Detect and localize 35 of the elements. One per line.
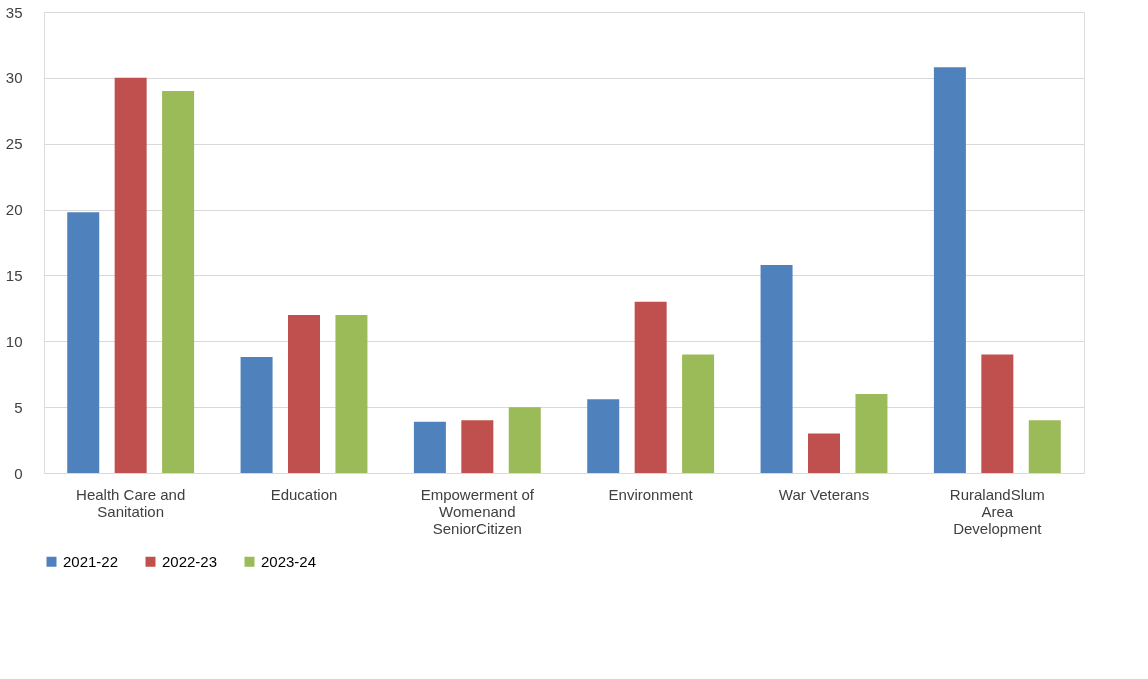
bar — [413, 421, 446, 473]
bar — [855, 393, 888, 473]
bar — [587, 399, 620, 473]
x-tick-label: Health Care and Sanitation — [76, 485, 186, 520]
bar — [461, 420, 494, 473]
y-tick-label: 35 — [5, 3, 23, 21]
bar — [288, 314, 320, 473]
y-tick-label: 20 — [5, 201, 23, 219]
y-tick-label: 25 — [5, 135, 23, 153]
x-tick-label: War Veterans — [778, 485, 870, 503]
bar — [240, 357, 273, 473]
y-tick-label: 30 — [5, 69, 23, 87]
bar — [933, 67, 966, 473]
x-tick-label: Environment — [608, 485, 694, 503]
y-tick-label: 10 — [5, 332, 23, 350]
bar — [162, 91, 195, 473]
bar — [981, 354, 1014, 473]
bar — [508, 407, 541, 473]
bar — [335, 314, 368, 473]
y-tick-label: 5 — [14, 398, 23, 416]
bar — [634, 301, 667, 473]
bar — [67, 212, 100, 473]
x-tick-label: Empowerment of Womenand SeniorCitizen — [420, 485, 535, 537]
y-tick-label: 15 — [5, 266, 23, 284]
bar — [114, 77, 147, 473]
x-tick-label: Education — [270, 485, 338, 503]
bar — [760, 264, 793, 473]
legend-label: 2022-23 — [162, 552, 218, 570]
y-tick-label: 0 — [14, 464, 23, 482]
legend-label: 2021-22 — [63, 552, 119, 570]
legend-label: 2023-24 — [261, 552, 317, 570]
bar — [682, 354, 715, 473]
x-tick-label: RuralandSlum Area Development — [949, 485, 1045, 537]
bar — [1028, 420, 1061, 473]
bar — [808, 433, 840, 473]
